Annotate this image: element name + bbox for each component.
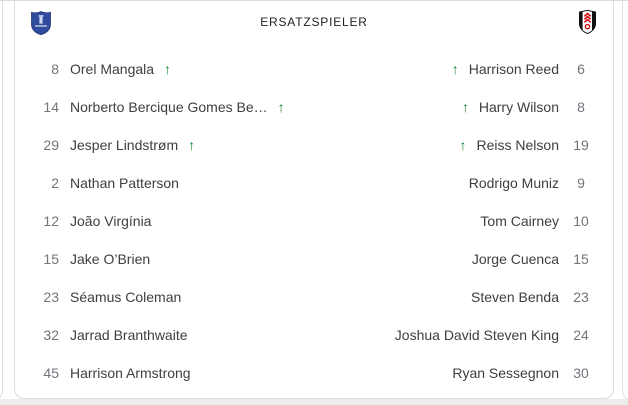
home-substitute: 2 Nathan Patterson bbox=[29, 175, 179, 191]
away-player-name[interactable]: Rodrigo Muniz bbox=[468, 175, 559, 191]
away-substitute: ↑ Harry Wilson 8 bbox=[462, 99, 591, 115]
substitute-row: 12 João Virgínia Tom Cairney 10 bbox=[15, 202, 613, 240]
away-player-name[interactable]: Jorge Cuenca bbox=[471, 251, 559, 267]
substitute-row: 14 Norberto Bercique Gomes Be… ↑ ↑ Harry… bbox=[15, 88, 613, 126]
home-player-name[interactable]: Nathan Patterson bbox=[70, 175, 179, 191]
substitute-row: 8 Orel Mangala ↑ ↑ Harrison Reed 6 bbox=[15, 50, 613, 88]
sub-in-arrow-icon: ↑ bbox=[459, 137, 467, 153]
home-player-name[interactable]: Jarrad Branthwaite bbox=[70, 327, 188, 343]
substitute-row: 32 Jarrad Branthwaite Joshua David Steve… bbox=[15, 316, 613, 354]
away-substitute: ↑ Reiss Nelson 19 bbox=[460, 137, 591, 153]
home-substitute: 23 Séamus Coleman bbox=[29, 289, 181, 305]
away-player-name[interactable]: Ryan Sessegnon bbox=[452, 365, 559, 381]
away-substitute: Steven Benda 23 bbox=[471, 289, 591, 305]
away-substitute: Tom Cairney 10 bbox=[480, 213, 591, 229]
home-substitute: 15 Jake O’Brien bbox=[29, 251, 150, 267]
adjacent-card-left-edge bbox=[0, 0, 3, 401]
substitutes-card: ERSATZSPIELER bbox=[14, 0, 614, 399]
away-substitute: ↑ Harrison Reed 6 bbox=[452, 61, 591, 77]
away-substitute: Rodrigo Muniz 9 bbox=[469, 175, 591, 191]
away-substitute: Joshua David Steven King 24 bbox=[395, 327, 591, 343]
sub-in-arrow-icon: ↑ bbox=[451, 61, 459, 77]
home-substitute: 12 João Virgínia bbox=[29, 213, 151, 229]
home-player-name[interactable]: Orel Mangala bbox=[70, 61, 155, 77]
home-player-name[interactable]: Jesper Lindstrøm bbox=[70, 137, 179, 153]
away-player-name[interactable]: Harry Wilson bbox=[478, 99, 559, 115]
away-player-number: 8 bbox=[577, 99, 585, 115]
sub-in-arrow-icon: ↑ bbox=[277, 99, 285, 115]
home-player-number: 12 bbox=[43, 213, 59, 229]
home-player-name[interactable]: João Virgínia bbox=[70, 213, 152, 229]
home-player-number: 45 bbox=[43, 365, 59, 381]
away-player-number: 30 bbox=[573, 365, 589, 381]
home-player-name[interactable]: Jake O’Brien bbox=[70, 251, 151, 267]
away-player-name[interactable]: Joshua David Steven King bbox=[394, 327, 559, 343]
sub-in-arrow-icon: ↑ bbox=[164, 61, 172, 77]
away-player-name[interactable]: Reiss Nelson bbox=[476, 137, 559, 153]
home-player-name[interactable]: Séamus Coleman bbox=[70, 289, 182, 305]
adjacent-card-right-edge bbox=[622, 0, 628, 401]
substitutes-list: 8 Orel Mangala ↑ ↑ Harrison Reed 6 14 No… bbox=[15, 50, 613, 392]
home-player-name[interactable]: Norberto Bercique Gomes Be… bbox=[70, 99, 268, 115]
page-background-strip bbox=[0, 399, 628, 405]
home-substitute: 29 Jesper Lindstrøm ↑ bbox=[29, 137, 195, 153]
away-player-name[interactable]: Tom Cairney bbox=[480, 213, 559, 229]
substitute-row: 29 Jesper Lindstrøm ↑ ↑ Reiss Nelson 19 bbox=[15, 126, 613, 164]
home-player-number: 15 bbox=[43, 251, 59, 267]
home-player-name[interactable]: Harrison Armstrong bbox=[70, 365, 191, 381]
sub-in-arrow-icon: ↑ bbox=[461, 99, 469, 115]
home-substitute: 32 Jarrad Branthwaite bbox=[29, 327, 188, 343]
everton-crest-icon bbox=[31, 11, 51, 40]
top-divider bbox=[0, 0, 628, 1]
home-player-number: 14 bbox=[43, 99, 59, 115]
away-player-number: 24 bbox=[573, 327, 589, 343]
substitutes-header: ERSATZSPIELER bbox=[15, 1, 613, 50]
sub-in-arrow-icon: ↑ bbox=[188, 137, 196, 153]
home-substitute: 45 Harrison Armstrong bbox=[29, 365, 191, 381]
away-substitute: Jorge Cuenca 15 bbox=[472, 251, 591, 267]
away-player-number: 15 bbox=[573, 251, 589, 267]
away-player-number: 23 bbox=[573, 289, 589, 305]
home-player-number: 8 bbox=[51, 61, 59, 77]
home-player-number: 32 bbox=[43, 327, 59, 343]
substitute-row: 15 Jake O’Brien Jorge Cuenca 15 bbox=[15, 240, 613, 278]
away-player-name[interactable]: Harrison Reed bbox=[468, 61, 559, 77]
away-player-name[interactable]: Steven Benda bbox=[471, 289, 559, 305]
away-player-number: 6 bbox=[577, 61, 585, 77]
substitute-row: 2 Nathan Patterson Rodrigo Muniz 9 bbox=[15, 164, 613, 202]
away-player-number: 9 bbox=[577, 175, 585, 191]
fulham-crest-icon bbox=[578, 9, 597, 39]
substitute-row: 23 Séamus Coleman Steven Benda 23 bbox=[15, 278, 613, 316]
section-title: ERSATZSPIELER bbox=[260, 15, 368, 29]
substitute-row: 45 Harrison Armstrong Ryan Sessegnon 30 bbox=[15, 354, 613, 392]
away-player-number: 10 bbox=[573, 213, 589, 229]
home-substitute: 14 Norberto Bercique Gomes Be… ↑ bbox=[29, 99, 285, 115]
home-substitute: 8 Orel Mangala ↑ bbox=[29, 61, 171, 77]
away-substitute: Ryan Sessegnon 30 bbox=[452, 365, 591, 381]
home-player-number: 29 bbox=[43, 137, 59, 153]
home-player-number: 2 bbox=[51, 175, 59, 191]
home-player-number: 23 bbox=[43, 289, 59, 305]
away-player-number: 19 bbox=[573, 137, 589, 153]
